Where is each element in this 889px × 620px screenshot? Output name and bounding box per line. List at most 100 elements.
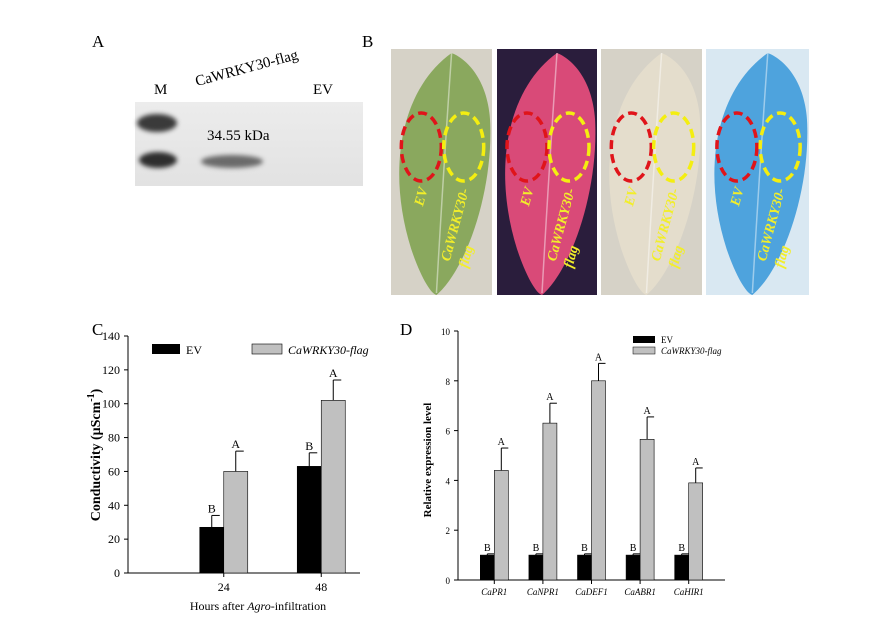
y-tick-label: 120 [102,363,120,377]
leaf-midrib [645,52,663,294]
x-axis-title: Hours after Agro-infiltration [190,599,326,613]
y-axis-title: Conductivity (μScm-1) [86,388,104,521]
leaf-midrib [751,52,769,294]
leaf-drawing [505,52,596,295]
y-tick-label: 0 [446,576,451,586]
ev-bar [480,554,495,581]
legend-flag-swatch [632,346,656,355]
legend-flag-label: CaWRKY30-flag [288,343,369,357]
significance-letter: B [484,543,491,554]
y-tick-label: 20 [108,532,120,546]
significance-letter: A [231,437,240,451]
leaf-photo-3: EV CaWRKY30- flag [601,49,702,295]
x-tick-label: CaDEF1 [575,587,608,597]
significance-letter: A [643,406,651,417]
y-tick-label: 6 [446,427,451,437]
flag-bar [223,471,249,574]
blot-ev-label: EV [313,82,333,98]
leaf-midrib [541,52,558,294]
flag-bar [494,470,509,581]
ev-infiltration-circle [505,111,549,183]
leaf-drawing [609,52,701,295]
blot-kda-label: 34.55 kDa [207,128,270,144]
legend-ev-swatch [152,344,180,354]
significance-letter: A [692,457,700,468]
leaf-drawing [399,52,491,295]
flag-protein-band [201,155,263,168]
legend-flag-label: CaWRKY30-flag [661,346,722,356]
ev-bar [528,554,544,581]
x-axis-title-italic: Agro [246,599,271,613]
ev-infiltration-circle [609,111,654,183]
significance-letter: B [630,543,637,554]
x-tick-label: CaHIR1 [674,587,704,597]
flag-infiltration-circle [441,111,486,183]
x-tick-label: CaABR1 [624,587,656,597]
x-tick-label: CaNPR1 [527,587,559,597]
significance-letter: B [581,543,588,554]
y-axis-title-sup: -1 [86,393,97,401]
y-tick-label: 140 [102,329,120,343]
x-axis-title-post: -infiltration [271,599,326,613]
significance-letter: A [595,352,603,363]
y-tick-label: 60 [108,464,120,478]
y-axis-title-end: ) [89,388,104,393]
western-blot-image: 34.55 kDa [135,102,363,186]
y-tick-label: 0 [114,566,120,580]
marker-band-lower [139,152,177,168]
significance-letter: B [305,439,313,453]
ev-bar [296,466,322,574]
expression-chart: 0 2 4 6 8 10 CaPR1 B A CaNPR1 B A CaDEF1 B A CaABR1 B A Ca… [422,327,725,597]
y-tick-label: 2 [446,526,451,536]
legend-ev-label: EV [186,343,202,357]
blot-marker-label: M [154,82,168,98]
flag-bar [688,482,704,581]
flag-bar [591,380,606,581]
flag-bar [320,400,346,574]
y-tick-label: 8 [446,377,451,387]
leaf-drawing [714,52,808,295]
x-axis-title-pre: Hours after [190,599,247,613]
x-tick-label: CaPR1 [481,587,507,597]
flag-infiltration-circle [758,111,802,183]
y-axis-title-main: Conductivity (μScm [89,401,104,521]
leaf-photo-4: EV CaWRKY30- flag [706,49,809,295]
significance-letter: A [546,392,554,403]
panel-d-label: D [400,320,413,339]
ev-bar [199,526,225,574]
leaf-photo-2: EV CaWRKY30- flag [497,49,597,295]
ev-bar [625,554,641,581]
leaf-photo-1: EV CaWRKY30- flag [391,49,492,295]
panel-a-label: A [92,32,105,51]
panel-c-label: C [92,320,104,339]
flag-bar [639,439,655,581]
ev-bar [577,554,592,581]
y-axis-title: Relative expression level [422,403,434,518]
ev-bar [674,554,690,581]
significance-letter: A [498,437,506,448]
legend-ev-swatch [633,336,655,343]
y-tick-label: 4 [446,476,451,486]
flag-infiltration-circle [651,111,696,183]
leaf-midrib [435,52,453,294]
y-tick-label: 100 [102,397,120,411]
x-tick-label: 48 [315,580,327,594]
blot-lane-label: CaWRKY30-flag [193,47,300,91]
conductivity-chart: 0 20 40 60 80 100 120 140 24 B A 48 B A EV CaWRKY30-fla… [86,329,369,613]
significance-letter: B [208,501,216,515]
y-tick-label: 80 [108,431,120,445]
y-tick-label: 10 [441,327,451,337]
ev-infiltration-circle [715,111,759,183]
flag-bar [542,422,558,581]
panel-b-label: B [362,32,374,51]
x-tick-label: 24 [218,580,230,594]
y-tick-label: 40 [108,498,120,512]
flag-infiltration-circle [547,111,591,183]
legend-flag-swatch [251,343,283,355]
significance-letter: B [533,543,540,554]
marker-band-upper [137,114,177,132]
ev-infiltration-circle [399,111,444,183]
significance-letter: B [678,543,685,554]
significance-letter: A [329,366,338,380]
legend-ev-label: EV [661,335,673,345]
